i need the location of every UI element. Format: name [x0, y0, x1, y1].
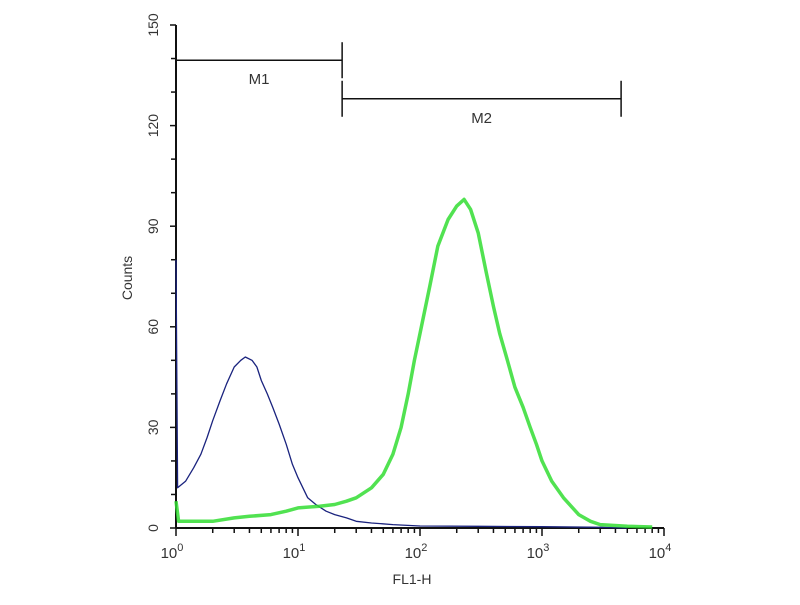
gate-markers: M1 M2 — [175, 42, 622, 127]
y-tick-label: 150 — [145, 13, 161, 37]
x-tick-label: 104 — [649, 542, 672, 562]
series-line-1 — [175, 259, 628, 529]
x-axis-label: FL1-H — [393, 571, 432, 587]
series-line-2 — [174, 197, 653, 529]
series-group — [174, 197, 653, 529]
x-tick-label: 101 — [283, 542, 306, 562]
x-tick-label: 102 — [405, 542, 428, 562]
y-tick-label: 120 — [145, 114, 161, 138]
y-tick-label: 90 — [145, 218, 161, 234]
y-tick-label: 30 — [145, 419, 161, 435]
x-tick-label: 100 — [161, 542, 184, 562]
x-tick-label: 103 — [527, 542, 550, 562]
axes: 0 30 60 90 120 150 100 101 102 103 104 — [145, 13, 671, 562]
marker-M1-label: M1 — [249, 71, 270, 88]
marker-M2-label: M2 — [471, 110, 492, 127]
y-tick-label: 0 — [145, 524, 161, 532]
y-axis-label: Counts — [119, 256, 135, 300]
y-tick-label: 60 — [145, 319, 161, 335]
